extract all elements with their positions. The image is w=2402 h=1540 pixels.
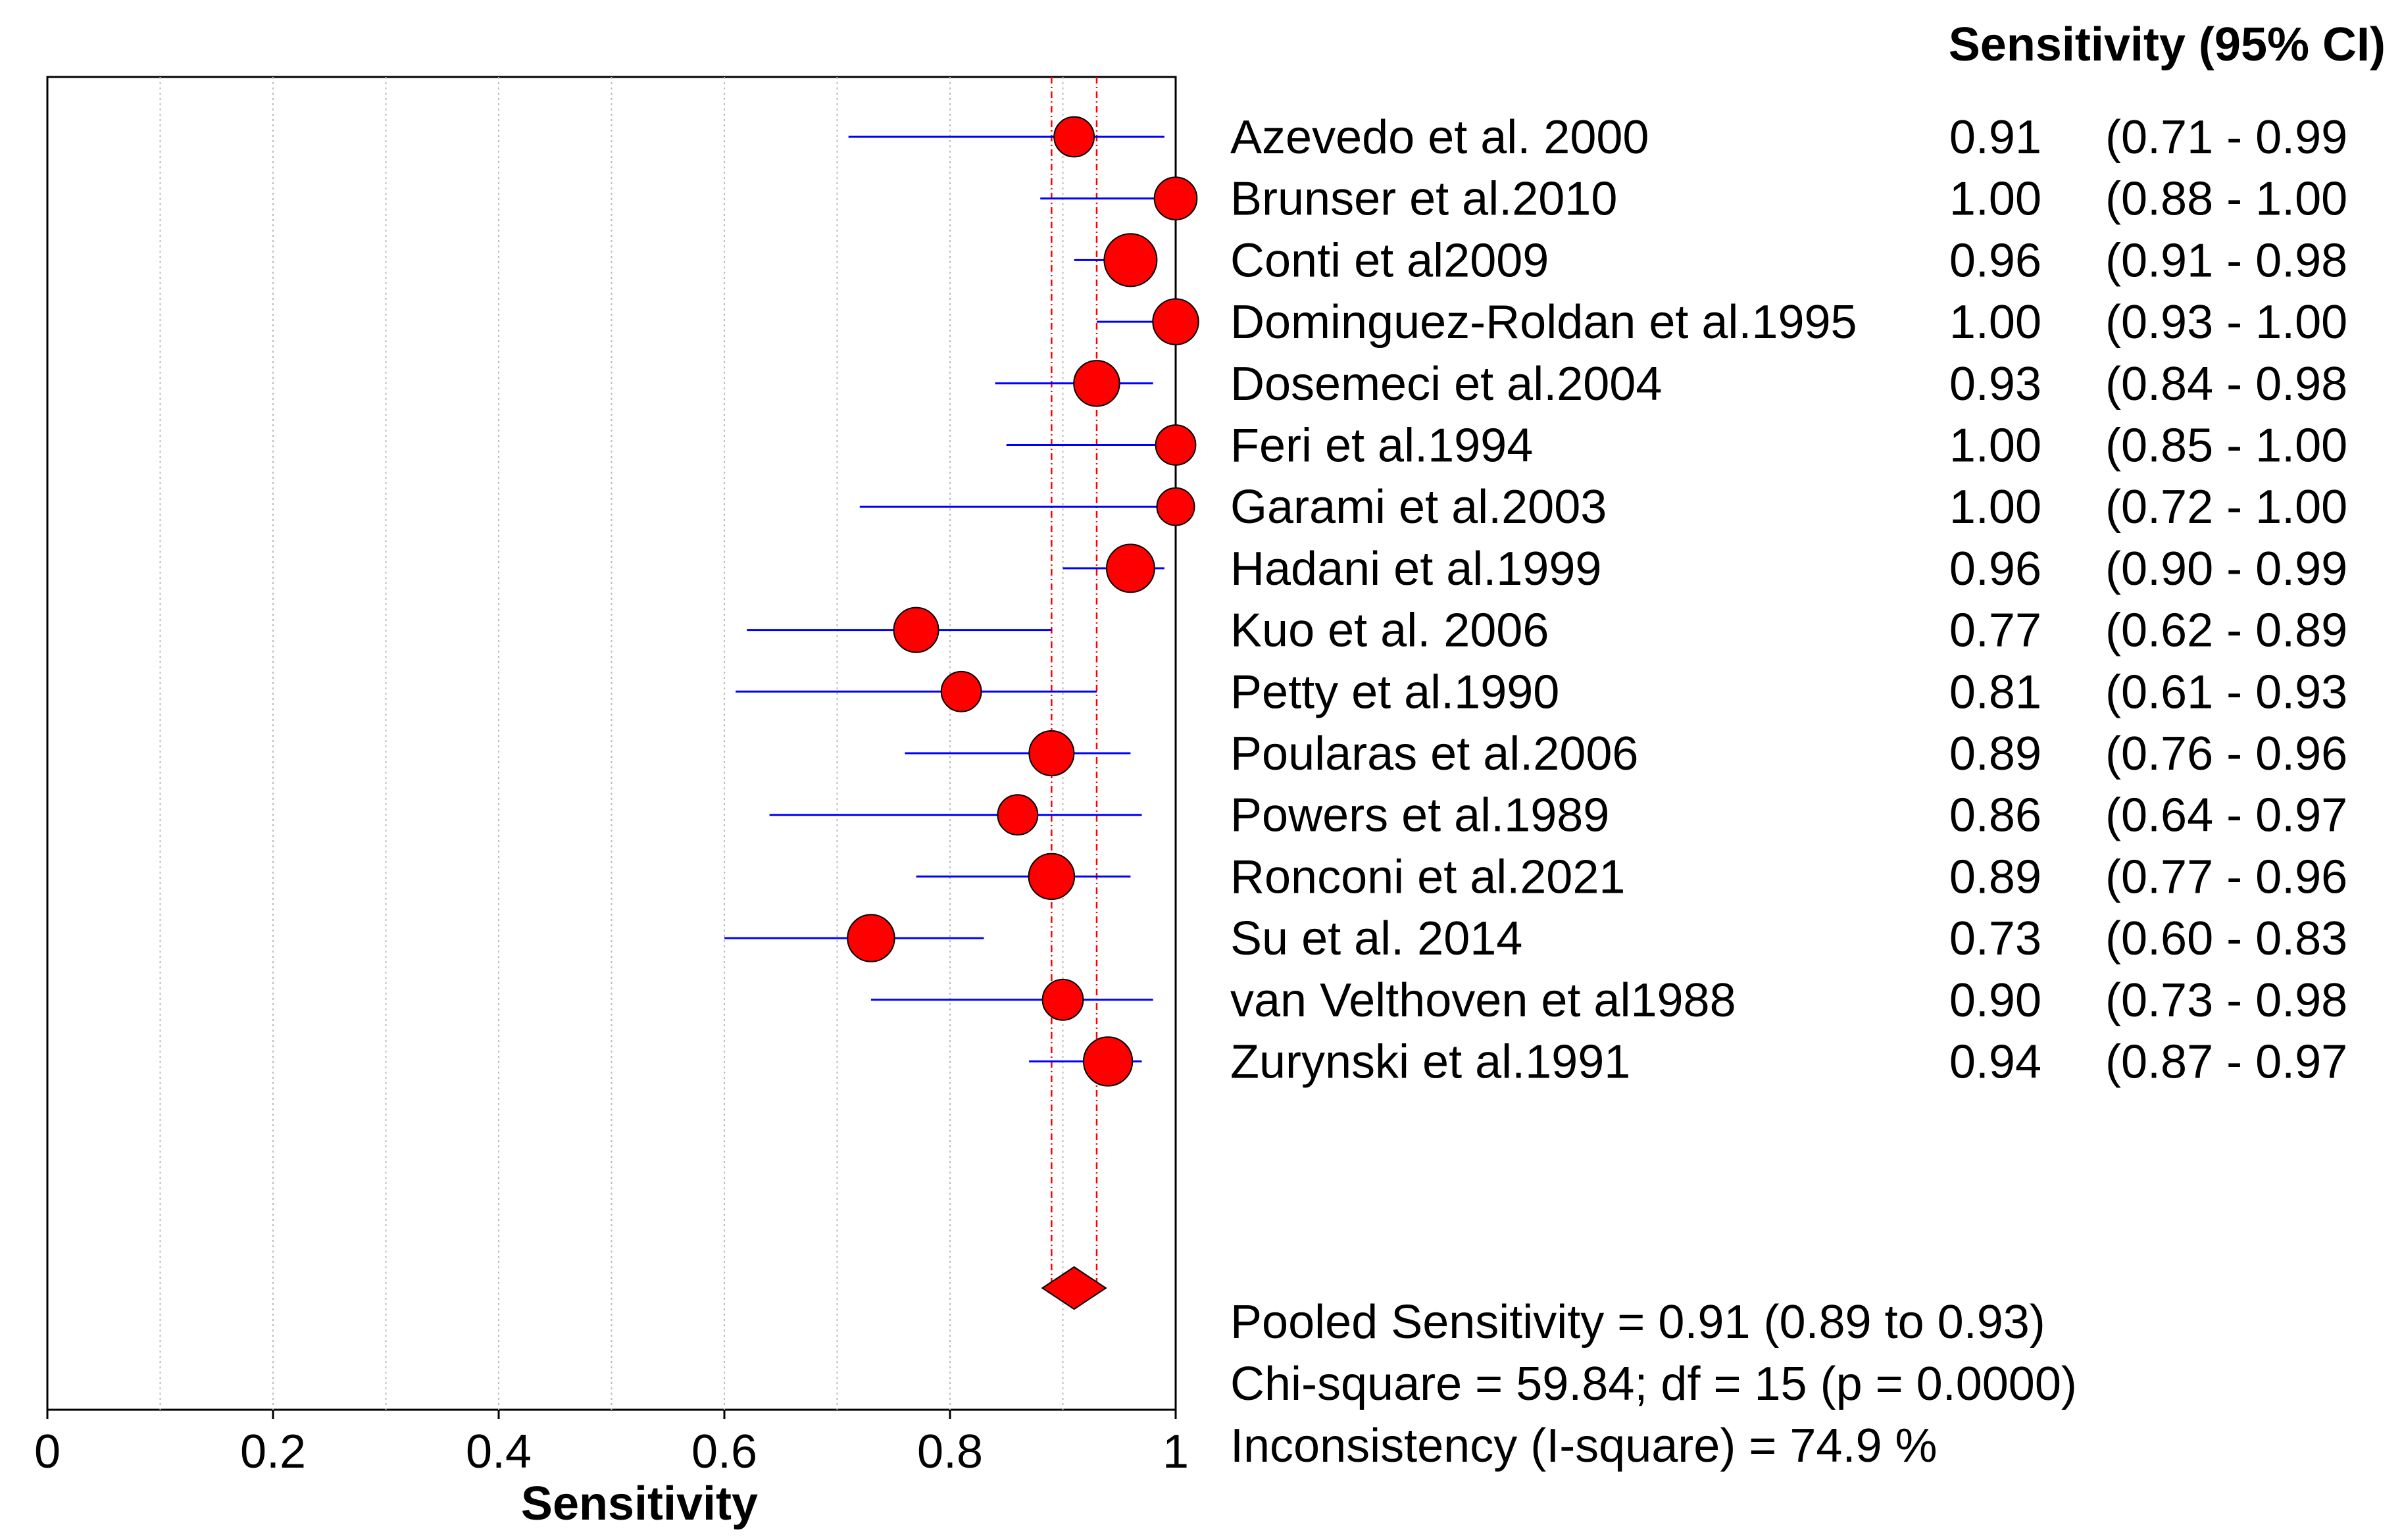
- point-marker: [1152, 298, 1199, 345]
- x-tick-label: 0.8: [917, 1426, 983, 1478]
- study-row: Zurynski et al.1991 0.94 (0.87 - 0.97: [1029, 1036, 2347, 1089]
- study-name: Su et al. 2014: [1230, 912, 1522, 965]
- study-ci: (0.62 - 0.89: [2105, 605, 2347, 657]
- study-ci: (0.61 - 0.93: [2105, 666, 2347, 718]
- study-row: Brunser et al.2010 1.00 (0.88 - 1.00: [1040, 173, 2347, 226]
- x-axis-label: Sensitivity: [521, 1478, 758, 1530]
- summary-line: Pooled Sensitivity = 0.91 (0.89 to 0.93): [1230, 1296, 2045, 1349]
- point-marker: [1073, 360, 1120, 407]
- study-row: Kuo et al. 2006 0.77 (0.62 - 0.89: [747, 605, 2347, 657]
- point-marker: [1053, 116, 1095, 158]
- study-ci: (0.91 - 0.98: [2105, 234, 2347, 287]
- pooled-diamond: [1041, 1266, 1107, 1310]
- study-ci: (0.64 - 0.97: [2105, 789, 2347, 842]
- study-row: Dominguez-Roldan et al.1995 1.00 (0.93 - 1…: [1096, 296, 2347, 349]
- summary-line: Chi-square = 59.84; df = 15 (p = 0.0000): [1230, 1358, 2077, 1410]
- study-name: Kuo et al. 2006: [1230, 605, 1549, 657]
- study-name: Ronconi et al.2021: [1230, 851, 1625, 903]
- study-estimate: 1.00: [1949, 296, 2041, 349]
- study-row: Su et al. 2014 0.73 (0.60 - 0.83: [724, 912, 2347, 965]
- study-row: Petty et al.1990 0.81 (0.61 - 0.93: [736, 666, 2347, 718]
- study-name: Feri et al.1994: [1230, 420, 1533, 472]
- study-estimate: 0.86: [1949, 789, 2041, 842]
- study-estimate: 1.00: [1949, 481, 2041, 534]
- study-ci: (0.71 - 0.99: [2105, 111, 2347, 164]
- x-tick-label: 0.6: [691, 1426, 757, 1478]
- x-tick-label: 0.4: [466, 1426, 532, 1478]
- point-marker: [847, 914, 895, 962]
- study-ci: (0.76 - 0.96: [2105, 728, 2347, 780]
- study-estimate: 0.73: [1949, 912, 2041, 965]
- study-ci: (0.87 - 0.97: [2105, 1036, 2347, 1089]
- study-row: Poularas et al.2006 0.89 (0.76 - 0.96: [905, 728, 2347, 780]
- study-row: Dosemeci et al.2004 0.93 (0.84 - 0.98: [995, 358, 2347, 410]
- summary-stats: Pooled Sensitivity = 0.91 (0.89 to 0.93)…: [1230, 1296, 2077, 1472]
- study-rows: Azevedo et al. 2000 0.91 (0.71 - 0.99 Bruns…: [724, 111, 2347, 1310]
- study-estimate: 0.89: [1949, 728, 2041, 780]
- x-tick-label: 0: [34, 1426, 61, 1478]
- study-ci: (0.93 - 1.00: [2105, 296, 2347, 349]
- study-row: Garami et al.2003 1.00 (0.72 - 1.00: [859, 481, 2347, 534]
- study-row: Hadani et al.1999 0.96 (0.90 - 0.99: [1063, 543, 2347, 595]
- point-marker: [1103, 233, 1158, 287]
- study-ci: (0.90 - 0.99: [2105, 543, 2347, 595]
- study-ci: (0.60 - 0.83: [2105, 912, 2347, 965]
- study-estimate: 0.77: [1949, 605, 2041, 657]
- pooled-ci-lines: [1051, 77, 1098, 1293]
- study-estimate: 0.91: [1949, 111, 2041, 164]
- study-name: Azevedo et al. 2000: [1230, 111, 1649, 164]
- study-row: Feri et al.1994 1.00 (0.85 - 1.00: [1006, 420, 2347, 472]
- column-header: Sensitivity (95% CI): [1949, 18, 2386, 71]
- study-ci: (0.72 - 1.00: [2105, 481, 2347, 534]
- study-row: Powers et al.1989 0.86 (0.64 - 0.97: [769, 789, 2347, 842]
- point-marker: [1153, 176, 1198, 221]
- point-marker: [1106, 543, 1155, 593]
- point-marker: [1082, 1036, 1134, 1087]
- study-name: Zurynski et al.1991: [1230, 1036, 1630, 1089]
- study-ci: (0.85 - 1.00: [2105, 420, 2347, 472]
- study-name: Powers et al.1989: [1230, 789, 1609, 842]
- study-estimate: 0.96: [1949, 543, 2041, 595]
- study-name: van Velthoven et al1988: [1230, 974, 1736, 1027]
- point-marker: [1155, 424, 1197, 466]
- point-marker: [1156, 487, 1195, 526]
- study-ci: (0.77 - 0.96: [2105, 851, 2347, 903]
- study-ci: (0.73 - 0.98: [2105, 974, 2347, 1027]
- study-row: Ronconi et al.2021 0.89 (0.77 - 0.96: [916, 851, 2347, 903]
- study-name: Poularas et al.2006: [1230, 728, 1638, 780]
- study-estimate: 0.81: [1949, 666, 2041, 718]
- grid-lines: [159, 77, 1064, 1410]
- point-marker: [1028, 853, 1076, 901]
- study-estimate: 0.89: [1949, 851, 2041, 903]
- study-name: Dominguez-Roldan et al.1995: [1230, 296, 1857, 349]
- point-marker: [893, 607, 939, 653]
- study-ci: (0.88 - 1.00: [2105, 173, 2347, 226]
- study-estimate: 1.00: [1949, 420, 2041, 472]
- x-tick-label: 1: [1163, 1426, 1189, 1478]
- study-ci: (0.84 - 0.98: [2105, 358, 2347, 410]
- study-row: van Velthoven et al1988 0.90 (0.73 - 0.98: [870, 974, 2347, 1027]
- study-estimate: 1.00: [1949, 173, 2041, 226]
- study-estimate: 0.93: [1949, 358, 2041, 410]
- point-marker: [1041, 978, 1084, 1021]
- point-marker: [1028, 730, 1075, 776]
- x-tick-label: 0.2: [240, 1426, 306, 1478]
- study-estimate: 0.96: [1949, 234, 2041, 287]
- study-name: Hadani et al.1999: [1230, 543, 1601, 595]
- study-name: Brunser et al.2010: [1230, 173, 1617, 226]
- study-name: Conti et al2009: [1230, 234, 1549, 287]
- study-row: Conti et al2009 0.96 (0.91 - 0.98: [1074, 233, 2347, 287]
- study-estimate: 0.94: [1949, 1036, 2041, 1089]
- study-name: Dosemeci et al.2004: [1230, 358, 1662, 410]
- study-name: Petty et al.1990: [1230, 666, 1559, 718]
- study-estimate: 0.90: [1949, 974, 2041, 1027]
- point-marker: [940, 670, 982, 712]
- study-name: Garami et al.2003: [1230, 481, 1607, 534]
- x-axis: 0 0.2 0.4 0.6 0.8 1: [34, 1410, 1189, 1478]
- study-row: Azevedo et al. 2000 0.91 (0.71 - 0.99: [848, 111, 2347, 164]
- summary-line: Inconsistency (I-square) = 74.9 %: [1230, 1420, 1938, 1472]
- point-marker: [997, 794, 1039, 836]
